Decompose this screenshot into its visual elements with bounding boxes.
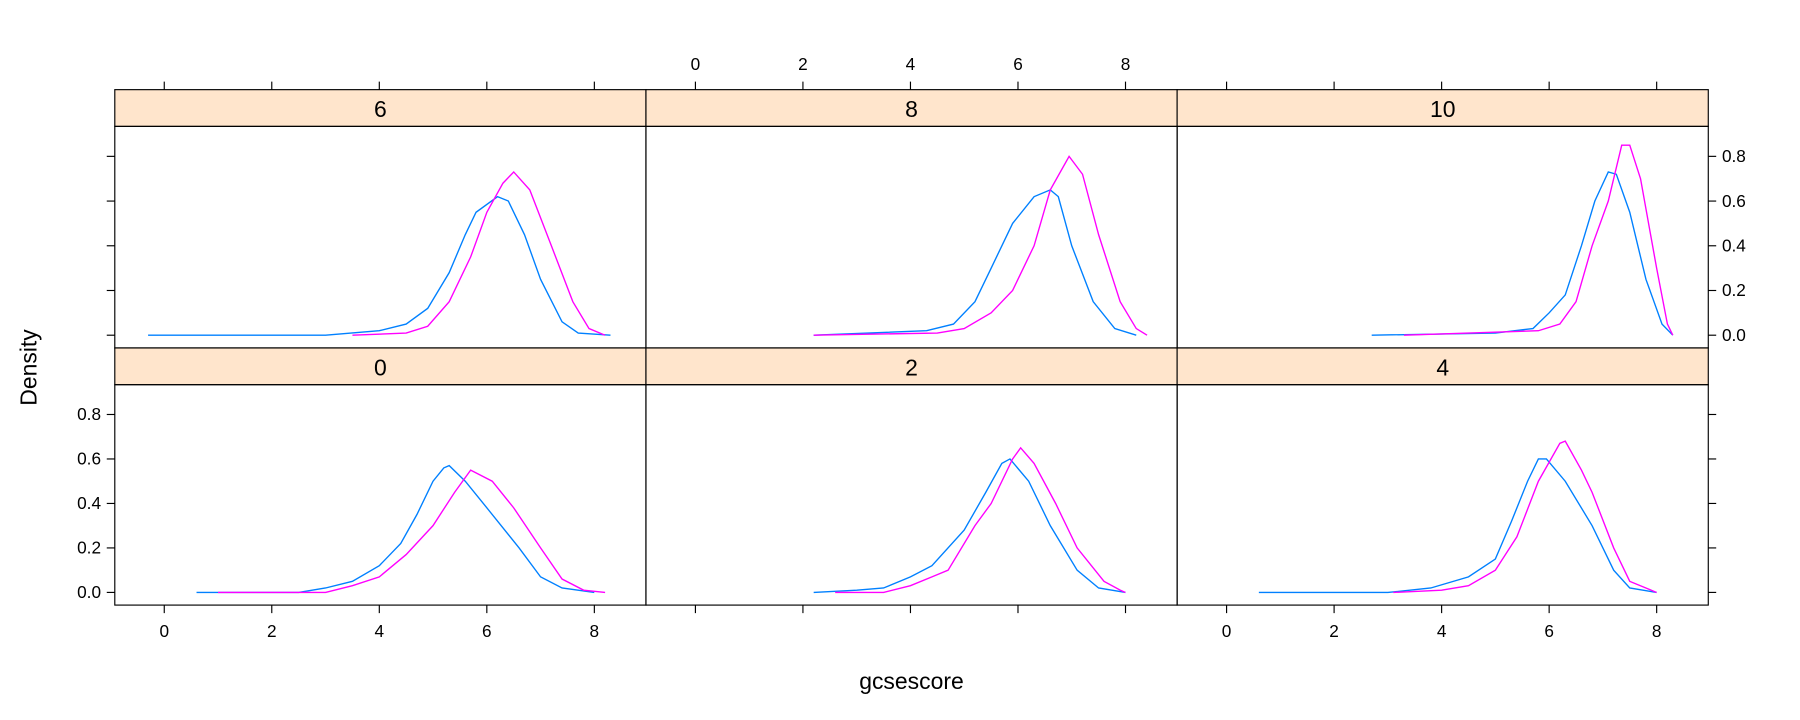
y-tick-label-left: 0.8	[77, 404, 101, 424]
density-line-panel-8-series-1	[813, 189, 1137, 336]
panel-strip-label: 2	[905, 354, 918, 380]
x-tick-label-bottom: 4	[1437, 621, 1447, 641]
density-line-panel-0-series-1	[196, 464, 595, 594]
y-tick-label-right: 0.4	[1722, 236, 1746, 256]
panel-strip-10	[1176, 89, 1709, 127]
x-tick-label-top: 2	[798, 54, 808, 74]
density-line-panel-6-series-1	[148, 195, 611, 336]
panel-strip-label: 10	[1430, 96, 1456, 122]
density-line-panel-10-series-1	[1371, 171, 1674, 336]
y-tick-label-left: 0.4	[77, 493, 101, 513]
x-tick-label-bottom: 0	[1222, 621, 1232, 641]
panel-frame-8	[645, 125, 1178, 349]
density-line-panel-6-series-2	[352, 170, 606, 336]
panel-frame-4	[1176, 384, 1709, 606]
panel-strip-label: 8	[905, 96, 918, 122]
y-tick-label-left: 0.2	[77, 538, 101, 558]
x-tick-label-bottom: 2	[267, 621, 277, 641]
panel-frame-2	[645, 384, 1178, 606]
panel-frame-0	[114, 384, 647, 606]
panel-strip-0	[114, 347, 647, 386]
panel-strip-2	[645, 347, 1178, 386]
x-tick-label-bottom: 6	[482, 621, 492, 641]
density-line-panel-4-series-2	[1393, 440, 1657, 594]
panel-strip-label: 6	[374, 96, 387, 122]
density-line-panel-2-series-2	[835, 446, 1126, 594]
density-line-panel-0-series-2	[217, 469, 606, 594]
panel-frame-10	[1176, 125, 1709, 349]
x-tick-label-bottom: 0	[159, 621, 169, 641]
density-line-panel-4-series-1	[1258, 458, 1657, 594]
x-tick-label-bottom: 8	[590, 621, 600, 641]
y-tick-label-left: 0.6	[77, 449, 101, 469]
x-tick-label-top: 8	[1121, 54, 1131, 74]
x-tick-label-bottom: 2	[1329, 621, 1339, 641]
x-tick-label-top: 4	[906, 54, 916, 74]
x-tick-label-top: 0	[691, 54, 701, 74]
density-line-panel-10-series-2	[1403, 144, 1674, 336]
y-tick-label-right: 0.0	[1722, 325, 1746, 345]
x-tick-label-bottom: 6	[1544, 621, 1554, 641]
y-tick-label-left: 0.0	[77, 582, 101, 602]
panel-strip-label: 4	[1436, 354, 1449, 380]
x-tick-label-top: 6	[1013, 54, 1023, 74]
panel-strip-label: 0	[374, 354, 387, 380]
x-tick-label-bottom: 4	[375, 621, 385, 641]
density-line-panel-2-series-1	[813, 458, 1126, 594]
panel-frame-6	[114, 125, 647, 349]
x-axis-label: gcsescore	[859, 668, 964, 694]
y-axis-label: Density	[16, 329, 42, 406]
y-tick-label-right: 0.8	[1722, 146, 1746, 166]
y-tick-label-right: 0.2	[1722, 280, 1746, 300]
y-tick-label-right: 0.6	[1722, 191, 1746, 211]
density-line-panel-8-series-2	[813, 155, 1148, 336]
x-tick-label-bottom: 8	[1652, 621, 1662, 641]
